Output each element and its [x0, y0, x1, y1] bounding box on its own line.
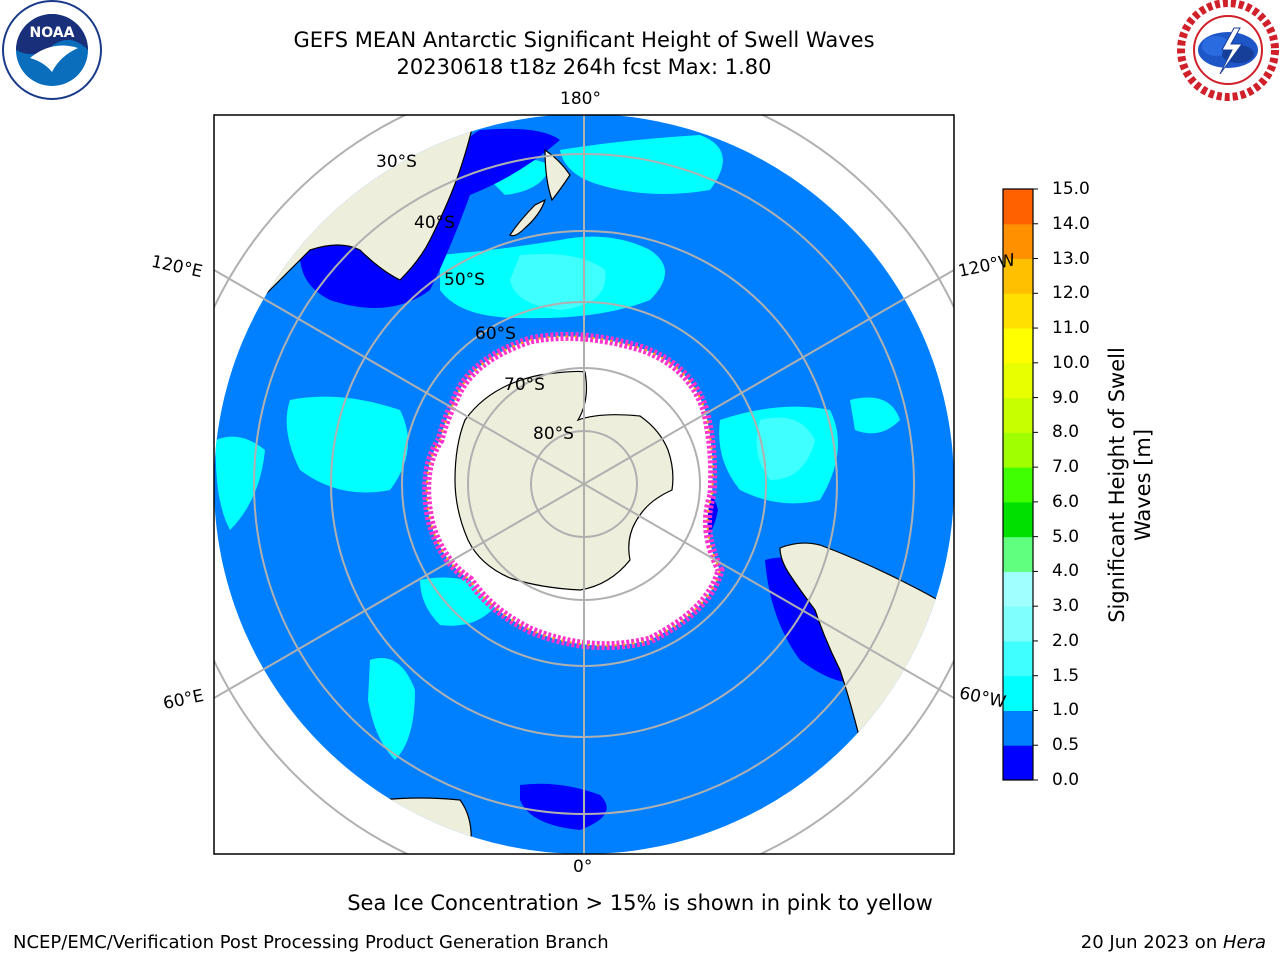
- colorbar-tick-label: 0.0: [1052, 770, 1080, 790]
- colorbar-tick-label: 0.5: [1052, 735, 1080, 756]
- colorbar-tick-label: 2.0: [1052, 630, 1080, 651]
- colorbar-segment: [1003, 293, 1033, 329]
- colorbar-segment: [1003, 501, 1033, 538]
- swell-patch: [368, 658, 415, 760]
- swell-patch: [560, 135, 723, 194]
- colorbar-title-line2: Waves [m]: [1131, 428, 1155, 542]
- colorbar-title-line1: Significant Height of Swell: [1105, 347, 1129, 623]
- noaa-logo-icon: NOAA: [2, 0, 102, 100]
- map-frame: [213, 114, 955, 855]
- colorbar-segment: [1003, 397, 1033, 433]
- lat-label-30s: 30°S: [376, 152, 417, 172]
- lat-label-80s: 80°S: [533, 424, 574, 444]
- longitude-gridlines: [214, 115, 954, 854]
- colorbar-tick-label: 14.0: [1052, 213, 1090, 234]
- swell-patch: [286, 396, 408, 493]
- footer-credit: NCEP/EMC/Verification Post Processing Pr…: [13, 932, 609, 953]
- colorbar-segment: [1003, 710, 1033, 746]
- colorbar-tick-label: 7.0: [1052, 457, 1080, 478]
- colorbar-tick-label: 15.0: [1052, 179, 1090, 199]
- chart-title: GEFS MEAN Antarctic Significant Height o…: [293, 28, 875, 52]
- colorbar-tick-label: 13.0: [1052, 248, 1090, 269]
- colorbar-tick-label: 1.0: [1052, 700, 1080, 721]
- nws-logo-icon: [1177, 0, 1279, 101]
- sea-ice-note: Sea Ice Concentration > 15% is shown in …: [347, 891, 933, 915]
- colorbar-tick-label: 1.5: [1052, 665, 1080, 686]
- lat-label-50s: 50°S: [444, 270, 485, 290]
- colorbar-tick-label: 8.0: [1052, 422, 1080, 443]
- chart-subtitle: 20230618 t18z 264h fcst Max: 1.80: [396, 55, 772, 79]
- colorbar-segment: [1003, 432, 1033, 468]
- colorbar: [1002, 188, 1038, 781]
- swell-patch: [756, 417, 815, 480]
- colorbar-tick-label: 11.0: [1052, 318, 1090, 339]
- colorbar-segment: [1003, 189, 1033, 225]
- lon-label-top: 180°: [560, 89, 601, 109]
- colorbar-tick-label: 5.0: [1052, 526, 1080, 547]
- footer-host: Hera: [1222, 932, 1266, 953]
- colorbar-segment: [1003, 675, 1033, 711]
- new-zealand-north: [544, 148, 571, 202]
- colorbar-segment: [1003, 362, 1033, 399]
- swell-patch: [510, 254, 606, 310]
- colorbar-segment: [1003, 606, 1033, 642]
- colorbar-segment: [1003, 571, 1033, 607]
- lon-label-bottom: 0°: [573, 857, 593, 877]
- colorbar-frame: [1002, 188, 1034, 781]
- svg-text:NOAA: NOAA: [30, 25, 75, 41]
- lat-label-40s: 40°S: [414, 213, 455, 233]
- new-zealand-south: [509, 198, 547, 237]
- footer-date: 20 Jun 2023 on Hera: [1081, 932, 1266, 953]
- swell-patch: [215, 436, 265, 530]
- colorbar-segment: [1003, 258, 1033, 294]
- colorbar-tick-label: 9.0: [1052, 387, 1080, 408]
- colorbar-tick-label: 3.0: [1052, 596, 1080, 617]
- colorbar-tick-label: 4.0: [1052, 561, 1080, 582]
- footer-date-text: 20 Jun 2023 on: [1080, 932, 1223, 953]
- colorbar-segment: [1003, 328, 1033, 364]
- lat-label-70s: 70°S: [504, 375, 545, 395]
- colorbar-tick-label: 12.0: [1052, 283, 1090, 304]
- lat-label-60s: 60°S: [475, 324, 516, 344]
- colorbar-segment: [1003, 467, 1033, 503]
- colorbar-segment: [1003, 745, 1033, 781]
- colorbar-segment: [1003, 536, 1033, 572]
- colorbar-tick-label: 6.0: [1052, 491, 1080, 512]
- colorbar-segment: [1003, 640, 1033, 677]
- colorbar-segment: [1003, 223, 1033, 260]
- swell-patch: [850, 397, 900, 434]
- antarctica-landmass: [454, 370, 674, 591]
- colorbar-tick-label: 10.0: [1052, 352, 1090, 373]
- colorbar-title: Significant Height of Swell Waves [m]: [1104, 347, 1156, 623]
